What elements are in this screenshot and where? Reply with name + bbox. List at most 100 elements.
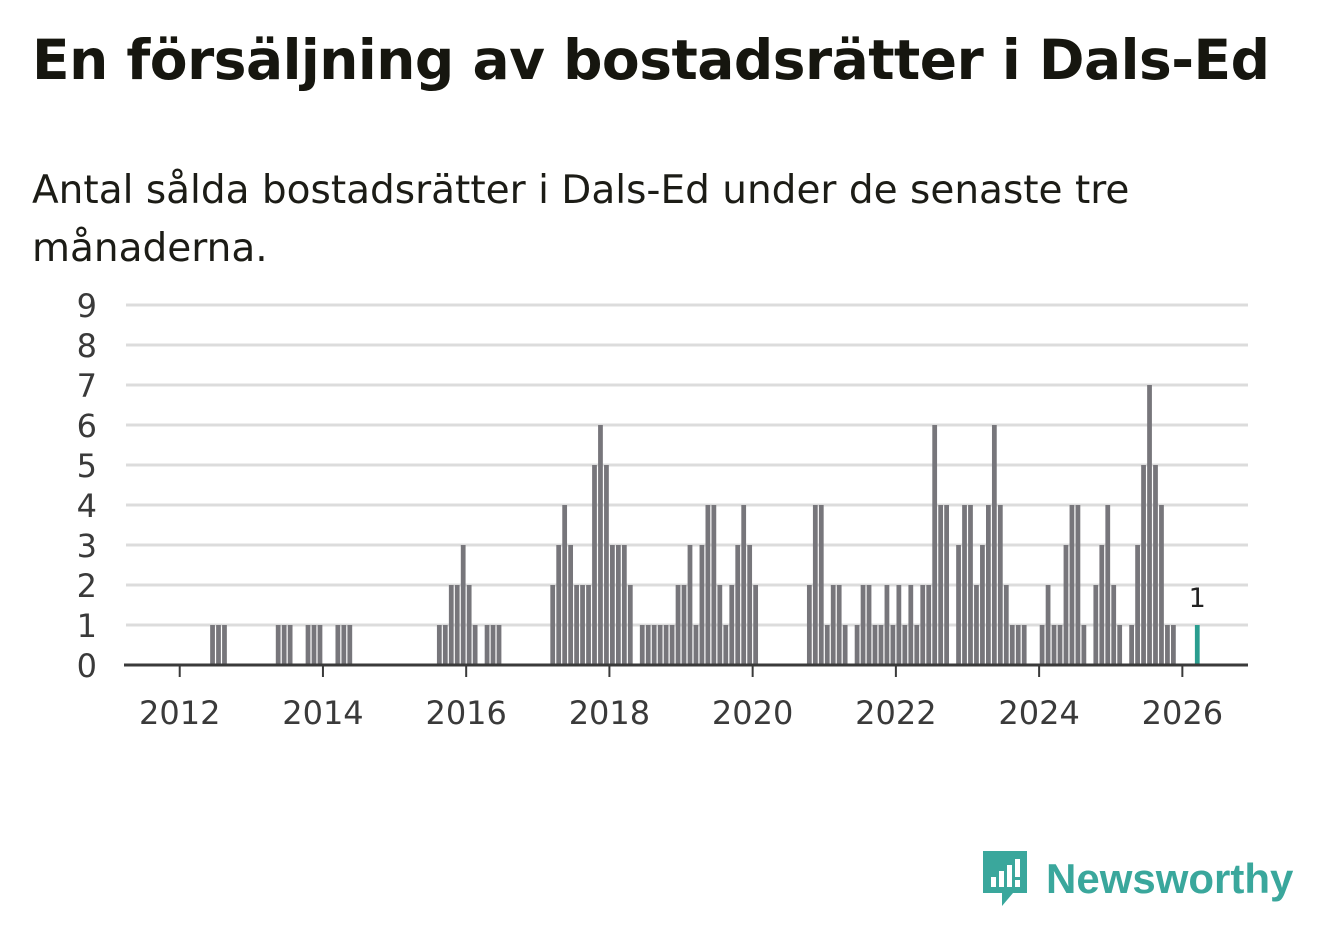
y-tick-label-5: 5 (77, 447, 97, 485)
bar (711, 505, 717, 665)
bar (753, 585, 759, 665)
bar (818, 505, 824, 665)
bar (926, 585, 932, 665)
bar (1141, 465, 1146, 665)
bar (586, 585, 591, 665)
bar (1147, 385, 1152, 665)
bar (550, 585, 556, 665)
bar (592, 465, 597, 665)
bar (1117, 625, 1123, 665)
x-tick-label-2020: 2020 (712, 694, 793, 732)
brand-name: Newsworthy (1046, 855, 1294, 902)
bar (812, 505, 818, 665)
bar (705, 505, 711, 665)
bar (866, 585, 872, 665)
bar (986, 505, 991, 665)
bar (675, 585, 681, 665)
bar (347, 625, 353, 665)
bar (824, 625, 830, 665)
bar (920, 585, 926, 665)
bar (562, 505, 568, 665)
bar (854, 625, 860, 665)
bar (956, 545, 961, 665)
bar (1039, 625, 1045, 665)
bar (735, 545, 741, 665)
y-tick-label-0: 0 (77, 647, 97, 685)
bar (311, 625, 317, 665)
bar (598, 425, 603, 665)
x-tick-label-2022: 2022 (855, 694, 936, 732)
bar (1045, 585, 1051, 665)
bar (1111, 585, 1117, 665)
bar (968, 505, 973, 665)
bar (568, 545, 574, 665)
bar (604, 465, 609, 665)
bar (944, 505, 949, 665)
bar (222, 625, 227, 665)
bar (860, 585, 866, 665)
bar (1021, 625, 1027, 665)
bar (627, 585, 633, 665)
bar (1135, 545, 1140, 665)
bar (836, 585, 842, 665)
bar (466, 585, 472, 665)
y-tick-label-2: 2 (77, 567, 97, 605)
bar (1105, 505, 1111, 665)
bar (490, 625, 496, 665)
bar (216, 625, 221, 665)
bar (287, 625, 293, 665)
bar (932, 425, 938, 665)
chart-subtitle: Antal sålda bostadsrätter i Dals-Ed unde… (32, 168, 1130, 271)
y-tick-label-6: 6 (77, 407, 97, 445)
bar (1063, 545, 1069, 665)
bar (962, 505, 967, 665)
bar (210, 625, 215, 665)
bar (1153, 465, 1158, 665)
bar (1051, 625, 1057, 665)
bar (896, 585, 902, 665)
bar (974, 585, 979, 665)
bar (275, 625, 281, 665)
x-tick-label-2016: 2016 (425, 694, 506, 732)
bar (454, 585, 460, 665)
bar (687, 545, 693, 665)
bar (639, 625, 645, 665)
bar (335, 625, 341, 665)
bar (281, 625, 287, 665)
x-tick-label-2018: 2018 (569, 694, 650, 732)
bar (1075, 505, 1081, 665)
y-tick-label-9: 9 (77, 287, 97, 325)
bar (1015, 625, 1021, 665)
bars (210, 385, 1200, 665)
bar (890, 625, 896, 665)
bar (1069, 505, 1075, 665)
bar (1159, 505, 1164, 665)
chart-title: En försäljning av bostadsrätter i Dals-E… (32, 28, 1270, 92)
bar (645, 625, 651, 665)
bar (1057, 625, 1063, 665)
bar (621, 545, 627, 665)
bar (1099, 545, 1105, 665)
bar (460, 545, 466, 665)
data-label-last: 1 (1189, 583, 1206, 614)
bar (610, 545, 615, 665)
bar (693, 625, 699, 665)
newsworthy-logo-icon (983, 851, 1027, 906)
bar (1093, 585, 1099, 665)
x-tick-label-2026: 2026 (1142, 694, 1223, 732)
x-tick-label-2012: 2012 (139, 694, 220, 732)
bar (341, 625, 347, 665)
bar (878, 625, 884, 665)
bar (723, 625, 729, 665)
y-tick-label-3: 3 (77, 527, 97, 565)
bar (830, 585, 836, 665)
bar (747, 545, 753, 665)
bar (908, 585, 914, 665)
bar (884, 585, 890, 665)
bar (914, 625, 920, 665)
bar (1009, 625, 1015, 665)
bar (484, 625, 490, 665)
bar (496, 625, 502, 665)
bar (574, 585, 579, 665)
